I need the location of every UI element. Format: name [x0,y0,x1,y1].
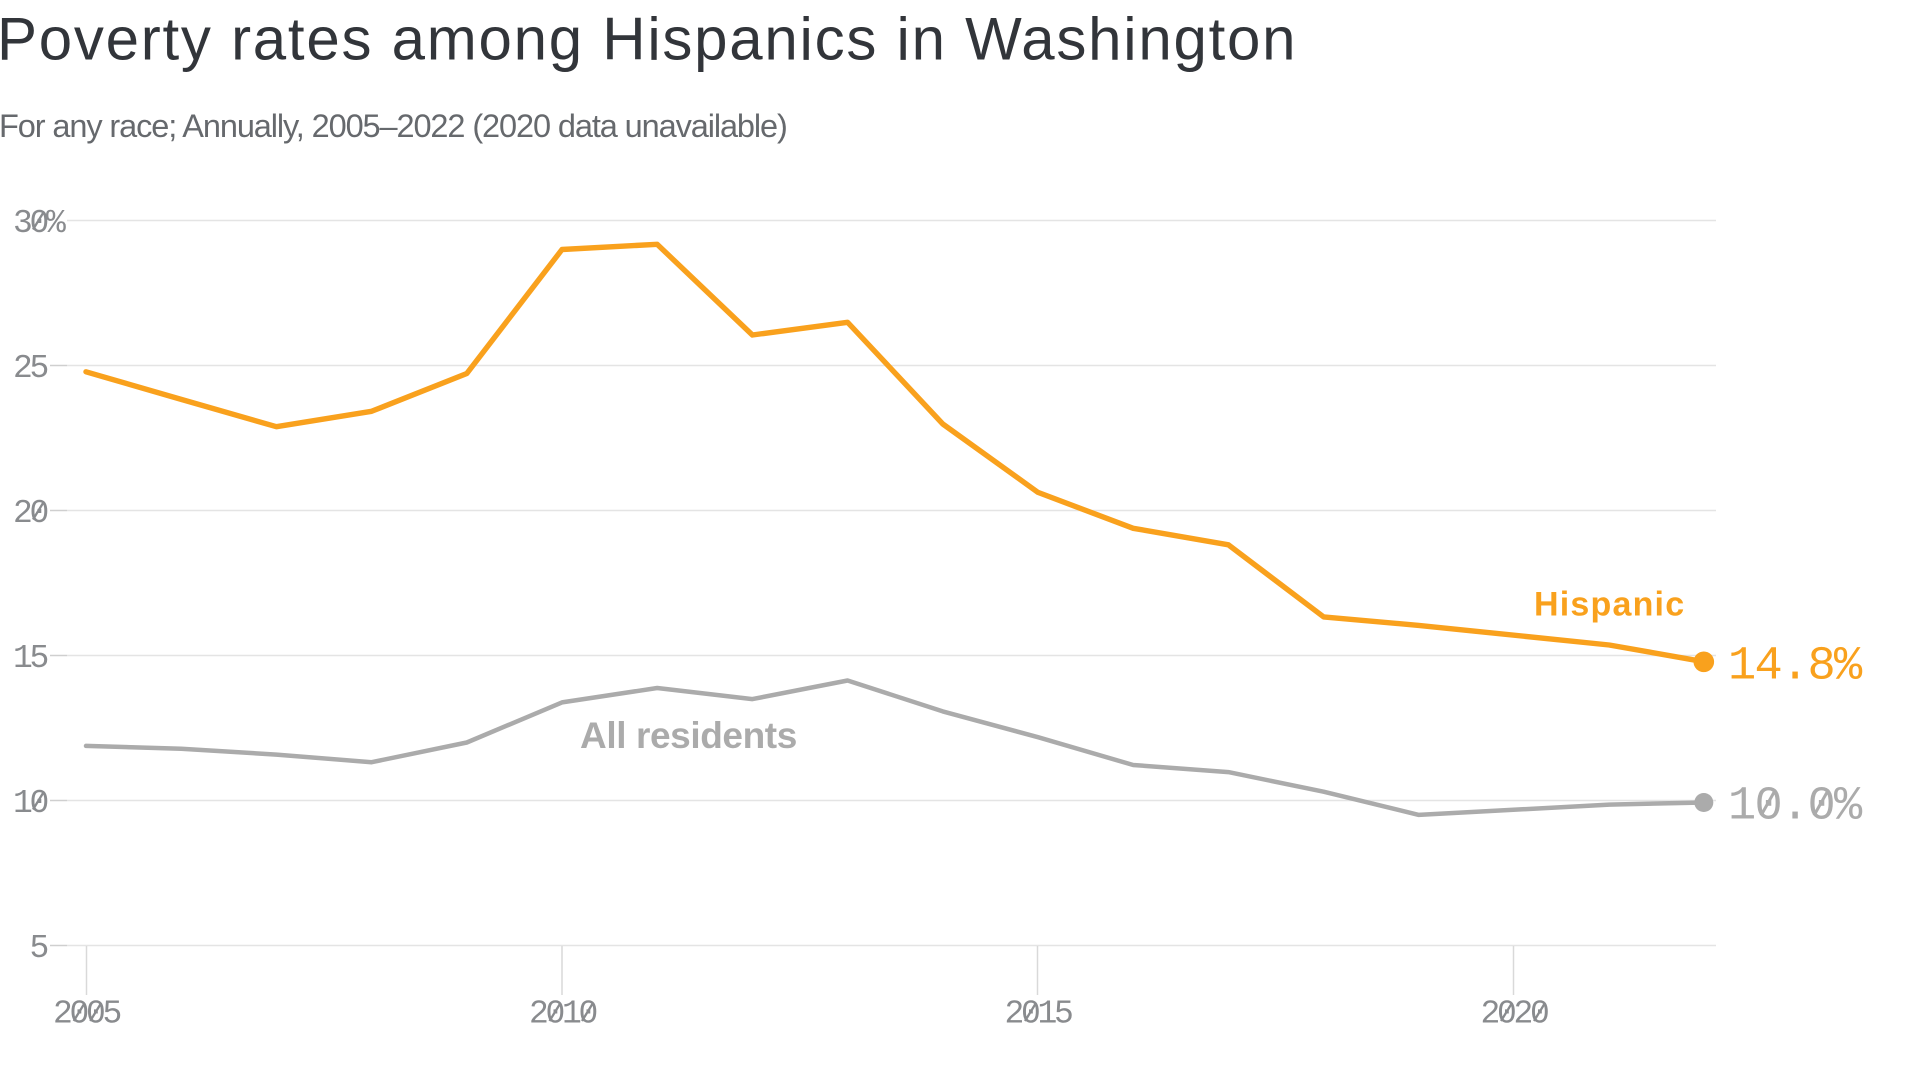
svg-text:5: 5 [30,930,48,967]
svg-text:30%: 30% [13,205,66,242]
svg-text:2010: 2010 [529,996,597,1033]
svg-text:2005: 2005 [53,996,121,1033]
svg-text:20: 20 [13,495,48,532]
svg-text:10: 10 [13,785,48,822]
svg-text:2015: 2015 [1004,996,1072,1033]
svg-text:Hispanic: Hispanic [1534,586,1685,624]
svg-text:14.8%: 14.8% [1728,641,1863,694]
svg-text:25: 25 [13,350,48,387]
svg-text:For any race; Annually, 2005–2: For any race; Annually, 2005–2022 (2020 … [0,108,787,144]
svg-text:15: 15 [13,640,48,677]
svg-text:All residents: All residents [580,715,797,756]
svg-text:10.0%: 10.0% [1728,781,1863,834]
svg-text:Poverty rates among Hispanics: Poverty rates among Hispanics in Washing… [0,6,1297,73]
